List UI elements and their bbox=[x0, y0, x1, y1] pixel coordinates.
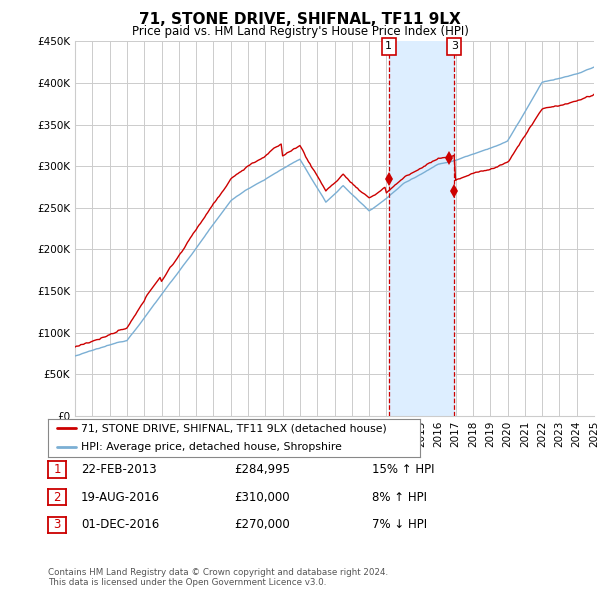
Text: 2: 2 bbox=[53, 490, 61, 504]
Text: 15% ↑ HPI: 15% ↑ HPI bbox=[372, 463, 434, 476]
Text: 1: 1 bbox=[53, 463, 61, 476]
Text: 71, STONE DRIVE, SHIFNAL, TF11 9LX: 71, STONE DRIVE, SHIFNAL, TF11 9LX bbox=[139, 12, 461, 27]
Text: 22-FEB-2013: 22-FEB-2013 bbox=[81, 463, 157, 476]
Bar bbox=[389, 41, 454, 416]
Text: 71, STONE DRIVE, SHIFNAL, TF11 9LX (detached house): 71, STONE DRIVE, SHIFNAL, TF11 9LX (deta… bbox=[82, 424, 387, 434]
Text: 7% ↓ HPI: 7% ↓ HPI bbox=[372, 518, 427, 532]
Text: 19-AUG-2016: 19-AUG-2016 bbox=[81, 490, 160, 504]
Text: £270,000: £270,000 bbox=[234, 518, 290, 532]
Text: £284,995: £284,995 bbox=[234, 463, 290, 476]
Text: £310,000: £310,000 bbox=[234, 490, 290, 504]
Text: Contains HM Land Registry data © Crown copyright and database right 2024.
This d: Contains HM Land Registry data © Crown c… bbox=[48, 568, 388, 587]
Text: 1: 1 bbox=[385, 41, 392, 51]
Text: HPI: Average price, detached house, Shropshire: HPI: Average price, detached house, Shro… bbox=[82, 441, 343, 451]
Text: 8% ↑ HPI: 8% ↑ HPI bbox=[372, 490, 427, 504]
Text: 01-DEC-2016: 01-DEC-2016 bbox=[81, 518, 159, 532]
Text: 3: 3 bbox=[53, 518, 61, 532]
Text: 3: 3 bbox=[451, 41, 458, 51]
Text: Price paid vs. HM Land Registry's House Price Index (HPI): Price paid vs. HM Land Registry's House … bbox=[131, 25, 469, 38]
